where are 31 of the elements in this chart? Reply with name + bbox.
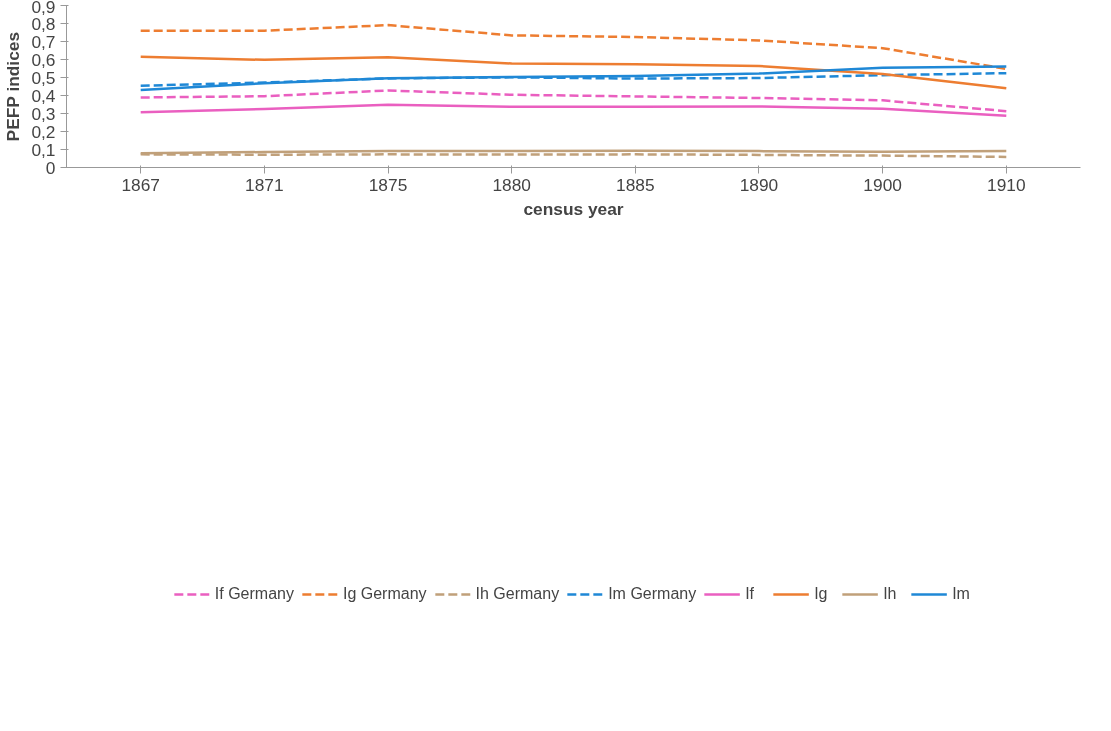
legend-label: Im [952,585,971,603]
y-tick-label: 0,6 [31,49,56,70]
x-tick-label: 1900 [863,174,902,195]
line-series [139,89,1008,113]
x-tick-label: 1890 [739,174,779,195]
y-tick-label: 0 [45,157,56,178]
legend-label: Im Germany [608,585,697,603]
y-tick-label: 0,2 [31,121,56,142]
legend-label: If [745,585,756,603]
x-tick-label: 1885 [616,174,655,195]
y-tick-label: 0,7 [31,31,56,52]
x-tick-label: 1875 [368,174,408,195]
legend-label: Ig [814,585,829,603]
x-tick-label: 1871 [245,174,284,195]
y-tick-label: 0,4 [31,85,56,106]
y-tick-label: 0,5 [31,67,56,88]
legend-label: If Germany [214,585,294,603]
x-tick-label: 1910 [987,174,1026,195]
y-tick-label: 0,1 [31,139,56,160]
legend-label: Ig Germany [342,585,427,603]
line-series [139,65,1008,92]
x-tick-label: 1880 [492,174,531,195]
x-tick-label: 1867 [121,174,160,195]
line-series [139,23,1008,71]
legend-label: Ih [883,585,898,603]
y-axis-title: PEFP indices [3,31,24,142]
y-tick-label: 0,3 [31,103,56,124]
line-series [139,55,1008,90]
line-series [139,103,1008,118]
legend-label: Ih Germany [475,585,560,603]
x-axis-title: census year [523,198,624,219]
